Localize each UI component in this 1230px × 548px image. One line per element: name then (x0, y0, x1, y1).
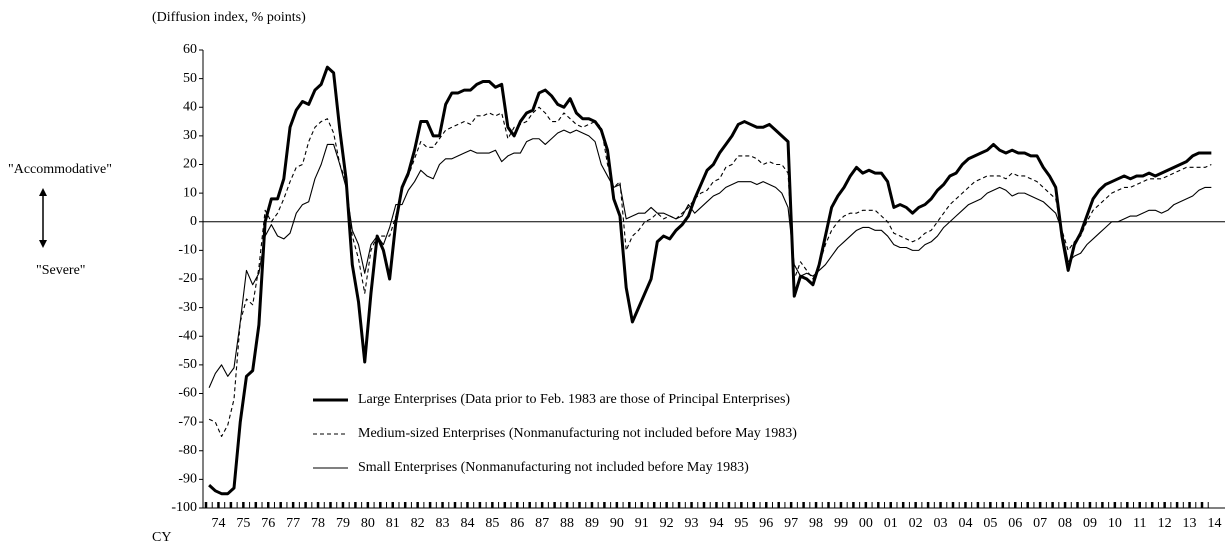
x-tick-label: 83 (436, 516, 450, 531)
legend-label: Large Enterprises (Data prior to Feb. 19… (358, 392, 790, 407)
x-tick-label: 97 (784, 516, 798, 531)
y-tick-label: -100 (171, 500, 197, 515)
y-tick-label: 10 (183, 185, 197, 200)
x-tick-label: 04 (958, 516, 972, 531)
x-tick-label: 84 (460, 516, 474, 531)
annotation: "Accommodative" (8, 162, 112, 177)
legend-label: Small Enterprises (Nonmanufacturing not … (358, 460, 749, 475)
x-tick-label: 92 (660, 516, 674, 531)
x-tick-label: 91 (635, 516, 649, 531)
series-line (208, 129, 1212, 388)
x-tick-label: 96 (759, 516, 773, 531)
x-tick-label: 02 (909, 516, 923, 531)
x-tick-label: 11 (1133, 516, 1146, 531)
x-tick-label: 94 (709, 516, 723, 531)
x-tick-label: 05 (983, 516, 997, 531)
x-tick-label: 86 (510, 516, 524, 531)
x-tick-label: 14 (1207, 516, 1221, 531)
x-tick-label: 03 (934, 516, 948, 531)
y-tick-label: 30 (183, 128, 197, 143)
y-tick-label: 20 (183, 157, 197, 172)
series-line (208, 65, 1212, 496)
x-axis-label: CY (152, 530, 171, 545)
x-tick-label: 79 (336, 516, 350, 531)
x-tick-label: 01 (884, 516, 898, 531)
y-tick-label: -80 (178, 443, 197, 458)
x-tick-label: 74 (211, 516, 225, 531)
x-tick-label: 82 (411, 516, 425, 531)
legend-label: Medium-sized Enterprises (Nonmanufacturi… (358, 426, 797, 441)
x-tick-label: 98 (809, 516, 823, 531)
y-tick-label: -60 (178, 386, 197, 401)
x-tick-label: 09 (1083, 516, 1097, 531)
x-tick-label: 90 (610, 516, 624, 531)
x-tick-label: 07 (1033, 516, 1047, 531)
arrow (39, 188, 47, 248)
x-tick-label: 85 (485, 516, 499, 531)
y-tick-label: 60 (183, 42, 197, 57)
x-tick-label: 99 (834, 516, 848, 531)
y-tick-label: 0 (190, 214, 197, 229)
x-tick-label: 87 (535, 516, 549, 531)
y-tick-label: -50 (178, 357, 197, 372)
y-tick-label: -40 (178, 328, 197, 343)
x-tick-label: 12 (1158, 516, 1172, 531)
x-tick-label: 81 (386, 516, 400, 531)
annotation: "Severe" (36, 263, 86, 278)
x-tick-label: 10 (1108, 516, 1122, 531)
x-tick-label: 78 (311, 516, 325, 531)
y-tick-label: 40 (183, 99, 197, 114)
series-line (208, 106, 1212, 437)
y-tick-label: -20 (178, 271, 197, 286)
y-tick-label: 50 (183, 71, 197, 86)
x-tick-label: 00 (859, 516, 873, 531)
y-tick-label: -70 (178, 414, 197, 429)
x-tick-label: 08 (1058, 516, 1072, 531)
x-tick-label: 89 (585, 516, 599, 531)
x-tick-label: 88 (560, 516, 574, 531)
x-tick-label: 95 (734, 516, 748, 531)
x-tick-label: 13 (1183, 516, 1197, 531)
y-tick-label: -90 (178, 472, 197, 487)
x-tick-label: 06 (1008, 516, 1022, 531)
y-tick-label: -30 (178, 300, 197, 315)
y-axis-label: (Diffusion index, % points) (152, 10, 306, 25)
x-tick-label: 93 (685, 516, 699, 531)
x-tick-label: 75 (236, 516, 250, 531)
x-tick-label: 76 (261, 516, 275, 531)
x-tick-label: 77 (286, 516, 300, 531)
x-tick-label: 80 (361, 516, 375, 531)
y-tick-label: -10 (178, 243, 197, 258)
